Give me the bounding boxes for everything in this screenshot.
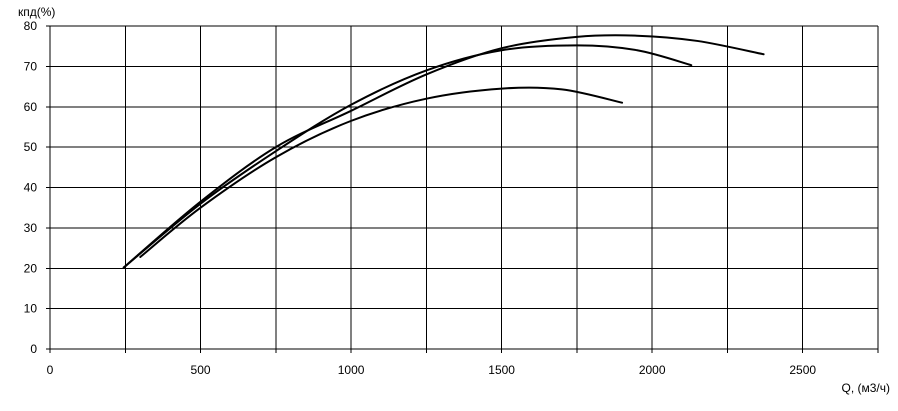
series-lines — [122, 34, 765, 269]
y-tick-label: 50 — [24, 140, 38, 154]
y-tick-labels: 0 10 20 30 40 50 60 70 80 — [24, 19, 38, 356]
efficiency-curve-3 — [139, 86, 624, 258]
x-tick-labels: 0 500 1000 1500 2000 2500 — [47, 363, 817, 377]
x-tick-label: 500 — [191, 363, 211, 377]
y-axis-label: кпд(%) — [18, 5, 55, 19]
plot-frame — [46, 25, 879, 353]
efficiency-curve-2 — [122, 44, 693, 269]
y-tick-label: 40 — [24, 181, 38, 195]
y-tick-label: 10 — [24, 302, 38, 316]
x-tick-label: 1500 — [488, 363, 515, 377]
y-tick-label: 80 — [24, 19, 38, 33]
x-tick-label: 2000 — [639, 363, 666, 377]
x-tick-label: 1000 — [338, 363, 365, 377]
y-tick-label: 20 — [24, 261, 38, 275]
x-tick-label: 2500 — [789, 363, 816, 377]
y-tick-label: 0 — [30, 342, 37, 356]
x-tick-label: 0 — [47, 363, 54, 377]
efficiency-curve-1 — [122, 34, 765, 269]
y-tick-label: 60 — [24, 100, 38, 114]
x-axis-label: Q, (м3/ч) — [841, 381, 890, 395]
grid — [50, 25, 879, 350]
y-tick-label: 70 — [24, 59, 38, 73]
y-tick-label: 30 — [24, 221, 38, 235]
